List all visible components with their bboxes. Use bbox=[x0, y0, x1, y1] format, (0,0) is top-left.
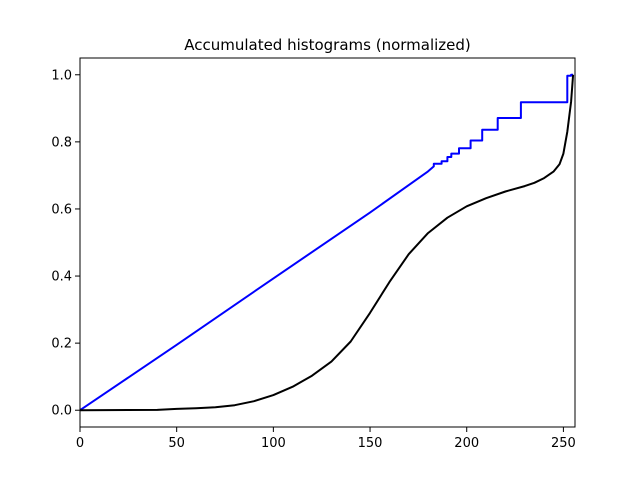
y-tick-label: 0.2 bbox=[51, 337, 72, 352]
plot-frame bbox=[79, 57, 576, 428]
y-tick-label: 0.0 bbox=[51, 404, 72, 419]
x-tick-label: 250 bbox=[551, 436, 576, 451]
series-line-2 bbox=[79, 74, 575, 412]
y-tick-label: 0.8 bbox=[51, 135, 72, 150]
series-layer bbox=[79, 73, 575, 412]
x-tick-label: 150 bbox=[358, 436, 383, 451]
chart-title: Accumulated histograms (normalized) bbox=[184, 36, 471, 54]
y-axis: 0.0 0.2 0.4 0.6 0.8 1.0 bbox=[51, 68, 80, 419]
x-tick-label: 100 bbox=[261, 436, 286, 451]
y-tick-label: 1.0 bbox=[51, 68, 72, 83]
x-tick-label: 50 bbox=[168, 436, 185, 451]
y-tick-label: 0.6 bbox=[51, 202, 72, 217]
series-line-1 bbox=[79, 73, 574, 412]
y-tick-label: 0.4 bbox=[51, 270, 72, 285]
x-axis: 0 50 100 150 200 250 bbox=[76, 427, 576, 451]
x-tick-label: 0 bbox=[76, 436, 84, 451]
x-tick-label: 200 bbox=[454, 436, 479, 451]
